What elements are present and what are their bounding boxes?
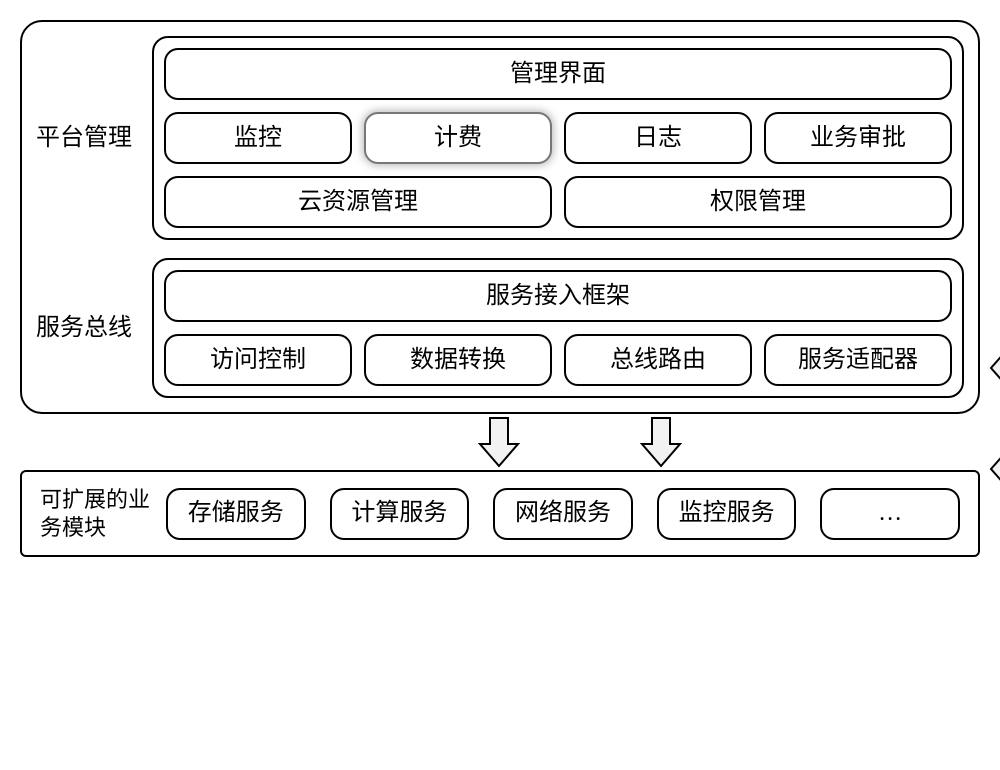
section-service-bus: 服务总线 服务接入框架 访问控制 数据转换 总线路由 服务适配器	[36, 258, 964, 398]
chip-data-conv: 数据转换	[364, 334, 552, 386]
sb-row2: 访问控制 数据转换 总线路由 服务适配器	[164, 334, 952, 386]
chip-billing: 计费	[364, 112, 552, 164]
arrow-left-icon	[988, 348, 1000, 388]
pm-row2: 监控 计费 日志 业务审批	[164, 112, 952, 164]
pm-row3: 云资源管理 权限管理	[164, 176, 952, 228]
chip-cloud-res-mgmt: 云资源管理	[164, 176, 552, 228]
right-column: 云服务调用者 云服务调用者	[988, 20, 1000, 557]
chip-logging: 日志	[564, 112, 752, 164]
chip-monitor: 监控	[164, 112, 352, 164]
caller-1: 云服务调用者	[988, 330, 1000, 405]
down-arrows	[180, 416, 980, 468]
arrow-down-icon	[478, 416, 520, 468]
platform-outer-box: 平台管理 管理界面 监控 计费 日志 业务审批 云资源管理 权限管理	[20, 20, 980, 414]
caller-2: 云服务调用者	[988, 431, 1000, 506]
label-service-bus: 服务总线	[36, 313, 144, 343]
chip-perm-mgmt: 权限管理	[564, 176, 952, 228]
left-column: 平台管理 管理界面 监控 计费 日志 业务审批 云资源管理 权限管理	[20, 20, 980, 557]
chip-svc-adapter: 服务适配器	[764, 334, 952, 386]
extensible-chips: 存储服务 计算服务 网络服务 监控服务 …	[166, 488, 960, 540]
chip-access-ctrl: 访问控制	[164, 334, 352, 386]
chip-network: 网络服务	[493, 488, 633, 540]
chip-bus-route: 总线路由	[564, 334, 752, 386]
chip-access-framework: 服务接入框架	[164, 270, 952, 322]
label-platform-mgmt: 平台管理	[36, 123, 144, 153]
section-platform-mgmt: 平台管理 管理界面 监控 计费 日志 业务审批 云资源管理 权限管理	[36, 36, 964, 240]
arrow-left-icon	[988, 449, 1000, 489]
sb-row1: 服务接入框架	[164, 270, 952, 322]
chip-compute: 计算服务	[330, 488, 470, 540]
chip-mgmt-ui: 管理界面	[164, 48, 952, 100]
diagram-root: 平台管理 管理界面 监控 计费 日志 业务审批 云资源管理 权限管理	[20, 20, 980, 557]
chip-more: …	[820, 488, 960, 540]
body-service-bus: 服务接入框架 访问控制 数据转换 总线路由 服务适配器	[152, 258, 964, 398]
body-platform-mgmt: 管理界面 监控 计费 日志 业务审批 云资源管理 权限管理	[152, 36, 964, 240]
pm-row1: 管理界面	[164, 48, 952, 100]
chip-approval: 业务审批	[764, 112, 952, 164]
label-extensible: 可扩展的业务模块	[40, 486, 150, 541]
section-extensible: 可扩展的业务模块 存储服务 计算服务 网络服务 监控服务 …	[20, 470, 980, 557]
chip-storage: 存储服务	[166, 488, 306, 540]
arrow-down-icon	[640, 416, 682, 468]
chip-monitor-svc: 监控服务	[657, 488, 797, 540]
